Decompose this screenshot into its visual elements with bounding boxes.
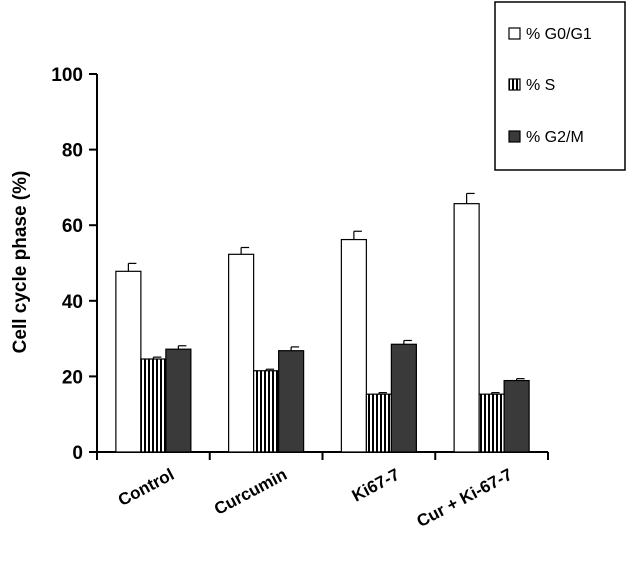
bar-white [115,270,142,453]
bar-vertical-stripes [478,393,505,453]
bar-dark [390,343,417,453]
bar-dark [165,348,192,453]
legend-swatch-dark [508,130,521,143]
legend-swatch-white [508,27,521,40]
y-tick-label: 100 [51,65,83,86]
legend: % G0/G1 % S % G2/M [494,1,626,171]
y-axis-title: Cell cycle phase (%) [10,171,31,354]
category-label: Curcumin [211,465,290,519]
y-tick-label: 60 [62,216,83,237]
y-axis-ticks: 0 20 40 60 80 100 [51,65,97,464]
x-axis-ticks [96,452,549,460]
bar-vertical-stripes [365,393,392,453]
y-tick-label: 0 [72,443,83,464]
bar-dark [278,350,305,453]
category-label: Ki67-7 [349,465,403,506]
bar-dark [503,379,530,453]
bar-white [228,253,255,453]
legend-swatch-vertical-stripes [508,78,521,91]
legend-label: % G2/M [526,129,584,146]
category-label: Cur + Ki-67-7 [414,465,516,531]
bar-white [340,238,367,453]
bars-group [115,192,530,453]
bar-vertical-stripes [140,358,167,453]
y-tick-label: 80 [62,141,83,162]
bar-white [453,203,480,453]
y-tick-label: 20 [62,367,83,388]
legend-label: % S [526,77,555,94]
y-tick-label: 40 [62,292,83,313]
category-label: Control [115,465,177,510]
plot-area: 0 20 40 60 80 100 Control Curcumin Ki67-7 Cur + … [51,65,549,531]
category-labels: Control Curcumin Ki67-7 Cur + Ki-67-7 [115,465,516,531]
legend-label: % G0/G1 [526,26,592,43]
bar-vertical-stripes [253,370,280,453]
